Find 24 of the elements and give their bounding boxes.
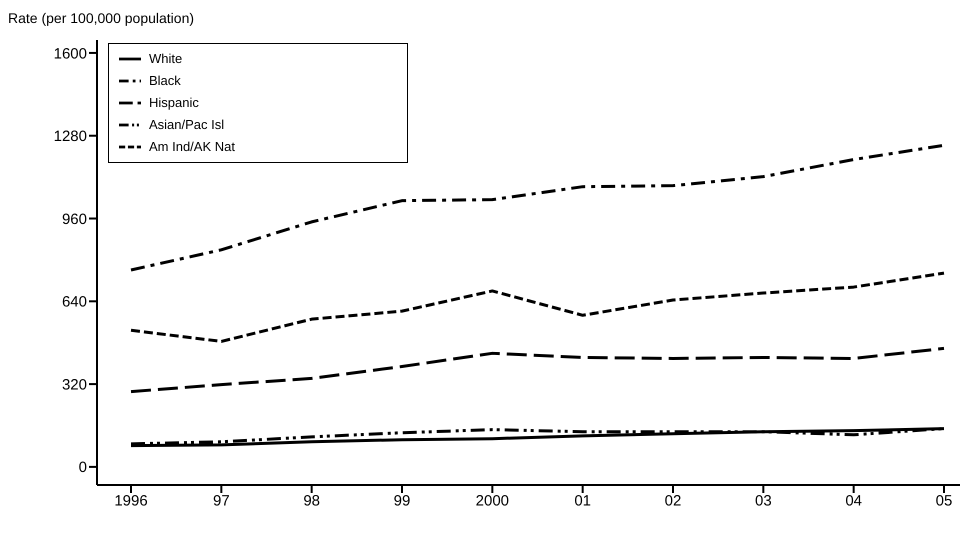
legend-label: Asian/Pac Isl xyxy=(149,117,224,132)
y-tick-label: 320 xyxy=(62,376,87,394)
x-tick-label: 04 xyxy=(845,492,862,510)
x-tick-label: 97 xyxy=(212,492,230,510)
x-tick-label: 03 xyxy=(754,492,772,510)
x-tick-label: 01 xyxy=(574,492,592,510)
y-tick-label: 1600 xyxy=(54,45,87,62)
y-tick-label: 1280 xyxy=(54,128,87,146)
x-tick-label: 05 xyxy=(936,492,952,510)
legend-label: Am Ind/AK Nat xyxy=(149,139,235,154)
legend-label: White xyxy=(149,51,182,66)
line-series xyxy=(130,346,946,394)
x-tick-label: 98 xyxy=(303,492,320,510)
y-tick-label: 640 xyxy=(62,294,87,311)
x-tick-label: 1996 xyxy=(114,492,148,510)
legend-label: Black xyxy=(149,73,181,88)
line-series xyxy=(130,272,946,343)
y-axis-title: Rate (per 100,000 population) xyxy=(8,10,194,26)
x-tick-label: 2000 xyxy=(476,492,510,510)
y-tick-label: 960 xyxy=(62,210,87,228)
legend-label: Hispanic xyxy=(149,95,199,110)
x-tick-label: 99 xyxy=(394,492,410,510)
x-tick-label: 02 xyxy=(664,492,682,510)
y-tick-label: 0 xyxy=(78,459,87,476)
